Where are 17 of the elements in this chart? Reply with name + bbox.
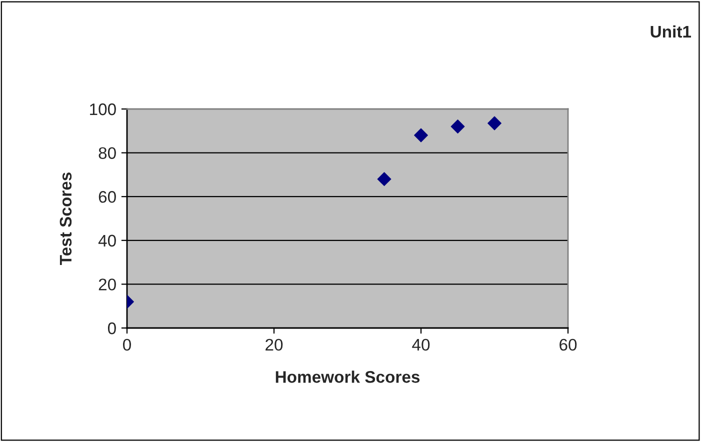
point — [377, 172, 392, 186]
y-axis-title: Test Scores — [60, 172, 72, 265]
y-tick-label: 0 — [108, 322, 116, 334]
y-tick-label: 40 — [98, 234, 116, 247]
y-tick-label: 100 — [90, 103, 116, 116]
point — [414, 128, 428, 142]
y-tick-label: 60 — [98, 191, 116, 203]
x-tick-label: 0 — [123, 338, 131, 351]
y-tick-label: 20 — [98, 278, 116, 290]
point — [488, 116, 502, 130]
x-axis-title: Homework Scores — [276, 370, 420, 383]
x-tick-label: 20 — [266, 338, 283, 351]
x-tick-label: 40 — [412, 338, 430, 351]
text: Unit1 — [650, 25, 692, 38]
x-tick-label: 60 — [560, 338, 577, 351]
y-tick-label: 80 — [98, 147, 116, 160]
point — [450, 120, 465, 134]
